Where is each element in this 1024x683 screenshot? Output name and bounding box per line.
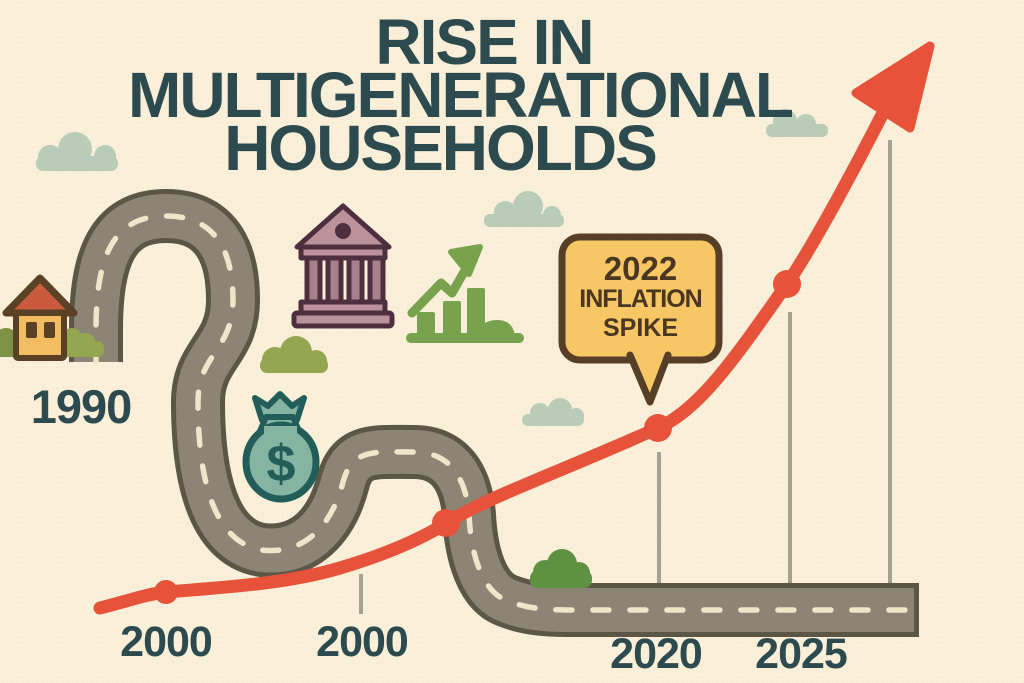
cloud-icon — [36, 132, 118, 171]
cloud-icon — [522, 398, 584, 426]
growth-bar — [467, 288, 485, 336]
winding-road — [69, 188, 919, 637]
growth-bars-icon — [406, 244, 524, 343]
house-window — [26, 322, 37, 338]
money-bag-patch — [264, 426, 297, 440]
speech-bubble-tail — [626, 351, 672, 406]
year-label-2025: 2025 — [755, 630, 848, 678]
gridlines — [359, 140, 892, 614]
growth-arrow-line — [407, 267, 469, 318]
house-body — [13, 310, 67, 361]
bank-pediment-dot — [335, 223, 351, 239]
bank-icon — [291, 203, 395, 329]
year-label-1990: 1990 — [30, 380, 133, 433]
bank-column — [325, 255, 344, 305]
dollar-sign-icon: $ — [267, 435, 296, 493]
year-label-2000-a: 2000 — [120, 618, 213, 666]
bush-icon — [260, 336, 328, 373]
trend-line-group — [93, 41, 935, 615]
house-icon — [0, 274, 104, 361]
title-line-2: MULTIGENERATIONAL — [128, 59, 794, 131]
road-center-dashes — [93, 213, 917, 613]
money-bag-body — [242, 421, 320, 503]
data-point-dot — [773, 270, 801, 298]
data-point-dot — [644, 414, 672, 442]
growth-bar — [417, 312, 435, 336]
cloud-icon — [484, 191, 564, 227]
inflation-spike-callout: 2022 INFLATION SPIKE — [562, 252, 719, 343]
growth-bar — [443, 301, 461, 336]
title-line-3: HOUSEHOLDS — [224, 112, 658, 184]
growth-mound — [478, 320, 515, 336]
money-bag-knot — [252, 391, 307, 423]
house-roof — [2, 274, 78, 317]
cloud-icon — [766, 109, 828, 137]
callout-word-inflation: INFLATION — [579, 285, 702, 313]
bush-icon — [530, 549, 592, 588]
money-bag-icon: $ — [242, 391, 320, 503]
callout-word-spike: SPIKE — [602, 314, 679, 342]
title-line-1: RISE IN — [375, 6, 594, 78]
growth-arrow-head-icon — [448, 244, 483, 277]
data-point-dot — [154, 580, 178, 604]
data-point-dot — [432, 509, 460, 537]
speech-bubble — [558, 233, 723, 406]
callout-year: 2022 — [603, 250, 678, 287]
page-title: RISE IN MULTIGENERATIONAL HOUSEHOLDS — [128, 10, 794, 180]
bush-icon — [62, 328, 104, 357]
house-window — [44, 322, 55, 338]
year-label-2000-b: 2000 — [316, 618, 409, 666]
bank-column — [367, 255, 386, 305]
bank-column — [304, 255, 323, 305]
bank-base-step — [291, 310, 395, 329]
year-label-2020: 2020 — [610, 630, 703, 678]
trend-arrow-icon — [851, 41, 935, 133]
bank-column — [346, 255, 365, 305]
